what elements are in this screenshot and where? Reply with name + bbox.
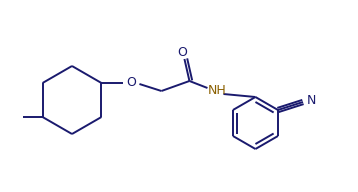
Text: O: O bbox=[126, 76, 136, 89]
Text: NH: NH bbox=[208, 84, 227, 98]
Text: N: N bbox=[306, 94, 316, 108]
Text: O: O bbox=[178, 46, 187, 59]
